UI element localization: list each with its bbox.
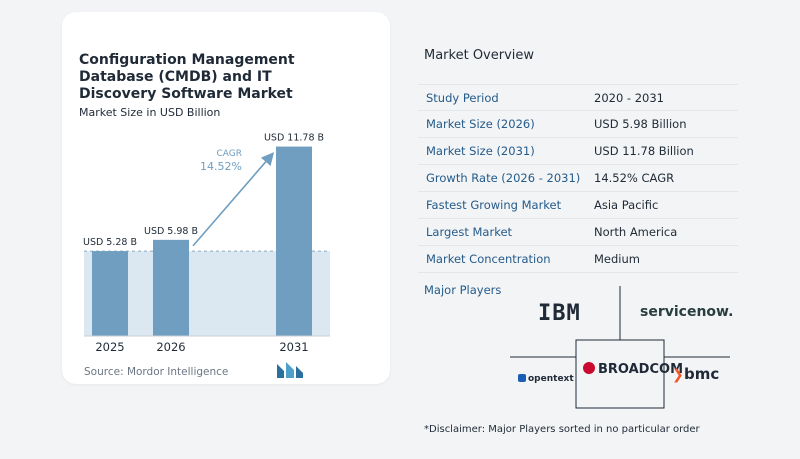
- player-logo-opentext: opentext: [518, 374, 574, 384]
- overview-row: Fastest Growing Market Asia Pacific: [418, 192, 738, 219]
- overview-row: Growth Rate (2026 - 2031) 14.52% CAGR: [418, 165, 738, 192]
- overview-value: 14.52% CAGR: [594, 171, 675, 185]
- player-logo-servicenow: servicenow.: [640, 304, 734, 320]
- overview-value: Asia Pacific: [594, 198, 659, 212]
- bar-value-label: USD 11.78 B: [264, 133, 324, 144]
- bar: [153, 239, 189, 336]
- x-tick-label: 2031: [279, 340, 308, 354]
- player-logo-ibm: IBM: [538, 301, 581, 326]
- chart-subtitle: Market Size in USD Billion: [79, 106, 221, 119]
- opentext-wordmark: opentext: [528, 374, 574, 384]
- broadcom-mark-icon: [583, 362, 595, 374]
- opentext-mark-icon: [518, 374, 526, 382]
- overview-label: Fastest Growing Market: [426, 198, 562, 212]
- overview-label: Market Size (2026): [426, 117, 535, 131]
- chart-title: Configuration Management Database (CMDB)…: [79, 52, 295, 102]
- overview-label: Market Concentration: [426, 252, 551, 266]
- cagr-value: 14.52%: [200, 160, 242, 173]
- x-tick-label: 2026: [156, 340, 185, 354]
- mordor-logo-icon: [277, 362, 303, 378]
- bmc-wordmark: bmc: [684, 365, 720, 383]
- player-logo-bmc: ❯bmc: [672, 365, 719, 383]
- overview-label: Growth Rate (2026 - 2031): [426, 171, 581, 185]
- bar-value-label: USD 5.28 B: [83, 237, 137, 248]
- cagr-arrow: [192, 152, 275, 247]
- bar-value-label: USD 5.98 B: [144, 226, 198, 237]
- overview-value: North America: [594, 225, 678, 239]
- overview-row: Largest Market North America: [418, 219, 738, 246]
- overview-label: Largest Market: [426, 225, 513, 239]
- market-overview-title: Market Overview: [424, 48, 535, 63]
- overview-row: Study Period 2020 - 2031: [418, 84, 738, 111]
- bar: [92, 251, 128, 336]
- cagr-label: CAGR: [216, 149, 242, 159]
- overview-value: USD 11.78 Billion: [594, 144, 694, 158]
- overview-value: USD 5.98 Billion: [594, 117, 687, 131]
- player-logo-broadcom: BROADCOM: [583, 362, 683, 377]
- source-note: Source: Mordor Intelligence: [84, 366, 229, 378]
- x-tick-label: 2025: [95, 340, 124, 354]
- major-players-title: Major Players: [424, 283, 502, 297]
- overview-label: Market Size (2031): [426, 144, 535, 158]
- overview-row: Market Concentration Medium: [418, 246, 738, 273]
- disclaimer: *Disclaimer: Major Players sorted in no …: [424, 424, 700, 435]
- overview-label: Study Period: [426, 91, 499, 105]
- bar: [276, 146, 312, 336]
- market-overview-table: Study Period 2020 - 2031 Market Size (20…: [418, 84, 738, 273]
- overview-value: 2020 - 2031: [594, 91, 664, 105]
- overview-value: Medium: [594, 252, 640, 266]
- overview-row: Market Size (2026) USD 5.98 Billion: [418, 111, 738, 138]
- bmc-mark-icon: ❯: [672, 367, 684, 383]
- broadcom-wordmark: BROADCOM: [598, 362, 684, 377]
- overview-row: Market Size (2031) USD 11.78 Billion: [418, 138, 738, 165]
